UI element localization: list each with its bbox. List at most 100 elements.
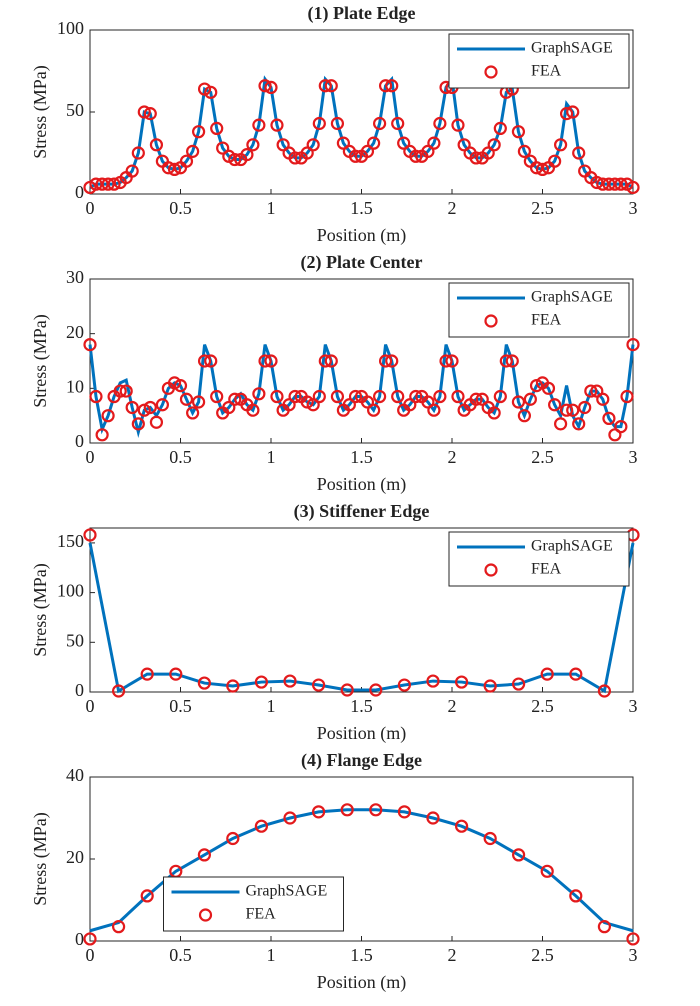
fea-marker — [451, 389, 465, 404]
subplot: (3) Stiffener Edge Position (m) Stress (MP… — [30, 501, 640, 744]
fea-marker — [409, 149, 423, 163]
fea-marker — [228, 392, 242, 406]
fea-marker — [483, 679, 497, 693]
fea-marker — [204, 354, 218, 368]
x-tick-label: 0 — [86, 198, 95, 218]
fea-marker — [469, 151, 483, 165]
fea-marker — [143, 400, 157, 415]
x-tick-label: 2 — [448, 945, 457, 965]
y-tick-label: 10 — [66, 376, 84, 396]
legend-label: GraphSAGE — [246, 883, 328, 900]
x-tick-label: 0.5 — [169, 945, 192, 965]
fea-marker — [427, 403, 441, 417]
subplot: (4) Flange Edge Position (m) Stress (MPa) 0… — [30, 750, 640, 993]
fea-marker — [597, 684, 612, 698]
fea-marker — [113, 384, 127, 398]
fea-marker — [505, 354, 519, 368]
fea-marker — [149, 415, 164, 429]
fea-marker — [553, 138, 568, 152]
subplot: (2) Plate Center Position (m) Stress (MPa)… — [30, 252, 640, 495]
fea-marker — [596, 392, 610, 406]
fea-marker — [487, 138, 501, 152]
x-tick-label: 2 — [448, 447, 457, 467]
x-tick-label: 2.5 — [531, 447, 554, 467]
fea-marker — [111, 684, 126, 698]
fea-marker — [186, 406, 200, 420]
x-tick-label: 1.5 — [350, 696, 373, 716]
fea-marker — [197, 354, 212, 368]
fea-marker — [254, 675, 269, 689]
fea-marker — [369, 683, 383, 697]
legend-marker — [484, 563, 498, 577]
fea-marker — [360, 395, 375, 409]
x-tick-label: 1 — [267, 447, 276, 467]
fea-marker — [288, 151, 302, 165]
fea-marker — [512, 848, 526, 862]
fea-marker — [330, 116, 345, 131]
x-tick-label: 1.5 — [350, 447, 373, 467]
fea-marker — [186, 144, 200, 158]
x-tick-label: 1.5 — [350, 945, 373, 965]
y-axis-label: Stress (MPa) — [30, 563, 51, 657]
fea-marker — [312, 116, 326, 131]
fea-marker — [397, 678, 411, 692]
fea-marker — [342, 398, 356, 412]
x-tick-label: 3 — [629, 447, 638, 467]
legend-label: FEA — [531, 312, 562, 329]
y-tick-label: 150 — [57, 531, 84, 551]
fea-marker — [283, 674, 297, 688]
fea-marker — [540, 864, 554, 878]
fea-marker — [119, 384, 133, 398]
fea-marker — [433, 389, 447, 404]
fea-marker — [216, 141, 230, 155]
fea-marker — [179, 154, 194, 168]
fea-marker — [312, 805, 326, 819]
fea-marker — [626, 932, 640, 946]
x-tick-label: 0 — [86, 945, 95, 965]
fea-marker — [306, 138, 320, 152]
fea-marker — [283, 811, 297, 825]
fea-marker — [378, 79, 393, 93]
subplot-title: (3) Stiffener Edge — [294, 501, 430, 522]
fea-marker — [426, 811, 440, 825]
x-tick-label: 1 — [267, 696, 276, 716]
x-tick-label: 2.5 — [531, 198, 554, 218]
fea-marker — [385, 79, 399, 93]
y-tick-label: 20 — [66, 322, 84, 342]
fea-marker — [451, 118, 465, 132]
x-axis-label: Position (m) — [317, 225, 407, 246]
fea-marker — [569, 889, 583, 903]
legend-marker — [198, 908, 213, 922]
fea-marker — [246, 138, 260, 152]
fea-marker — [369, 803, 383, 817]
fea-marker — [469, 392, 483, 406]
fea-marker — [584, 384, 598, 398]
y-axis-label: Stress (MPa) — [30, 812, 51, 906]
fea-marker — [149, 138, 164, 152]
fea-marker — [107, 177, 121, 191]
x-tick-label: 0.5 — [169, 447, 192, 467]
y-tick-label: 0 — [75, 182, 84, 202]
fea-marker — [312, 678, 326, 692]
fea-marker — [179, 392, 194, 406]
fea-marker — [360, 144, 375, 158]
fea-marker — [541, 381, 556, 395]
legend-label: GraphSAGE — [531, 40, 613, 57]
fea-marker — [454, 819, 469, 833]
fea-marker — [192, 125, 206, 139]
y-tick-label: 0 — [75, 431, 84, 451]
fea-marker — [312, 389, 326, 404]
fea-marker — [614, 177, 628, 191]
fea-marker — [228, 152, 242, 167]
fea-marker — [324, 79, 338, 93]
fea-marker — [324, 354, 338, 368]
y-tick-label: 0 — [75, 680, 84, 700]
fea-marker — [173, 379, 188, 393]
fea-marker — [192, 395, 206, 409]
fea-marker — [409, 389, 423, 404]
fea-marker — [264, 80, 278, 95]
fea-marker — [89, 389, 103, 404]
fea-marker — [614, 420, 628, 434]
fea-marker — [391, 116, 405, 131]
